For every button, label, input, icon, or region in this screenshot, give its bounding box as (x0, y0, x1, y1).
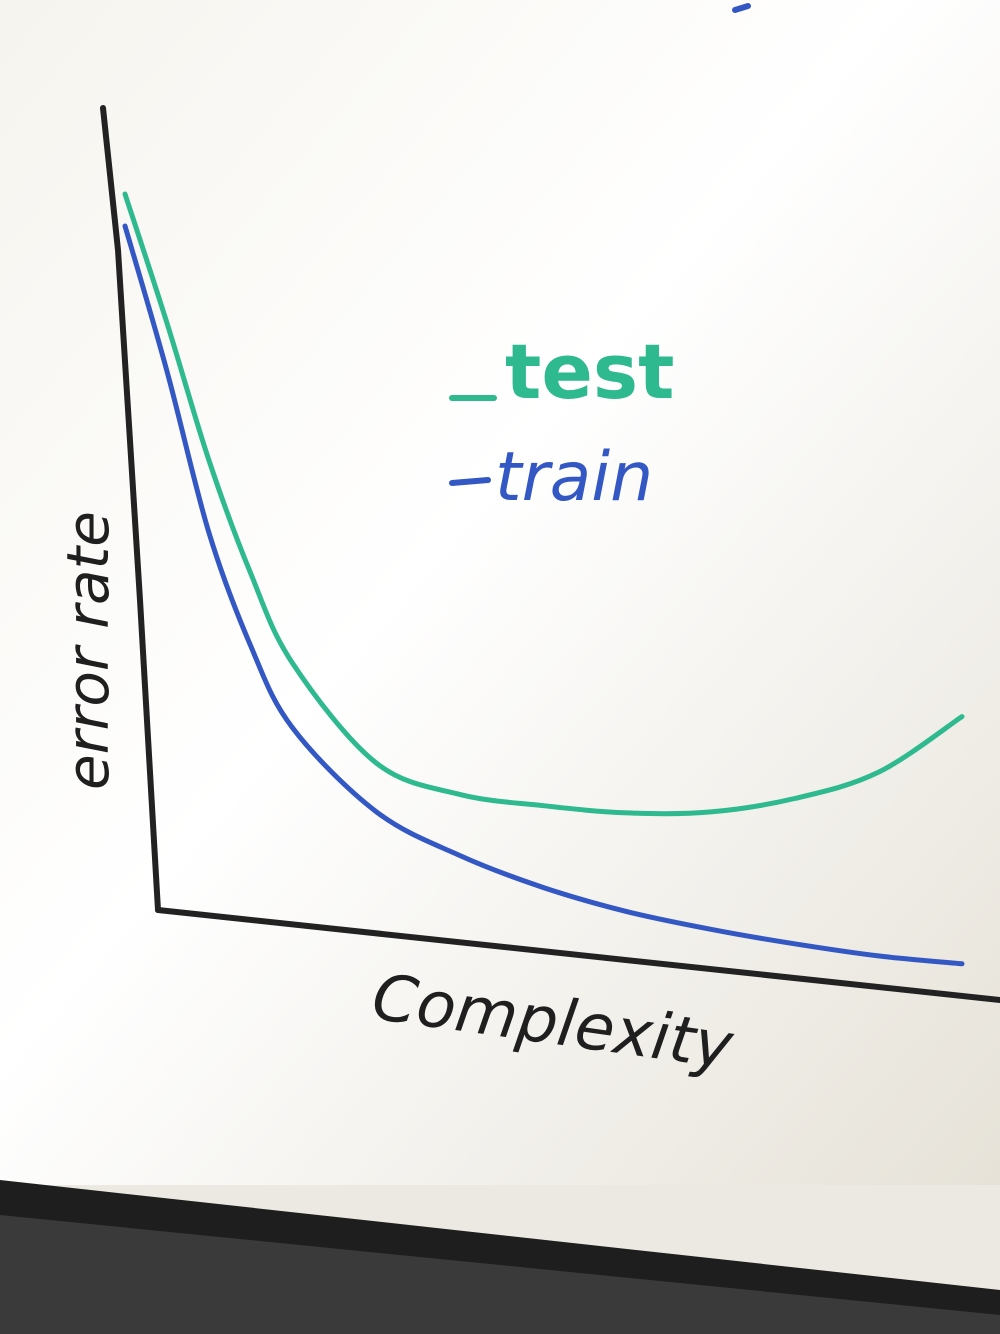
axes (100, 105, 1000, 1003)
series-layer (122, 191, 965, 967)
legend-label-test: test (505, 327, 674, 416)
y-axis-label: error rate (54, 511, 122, 790)
legend: test train (449, 327, 674, 517)
series-line-test (122, 191, 965, 817)
whiteboard-tray (0, 1215, 1000, 1334)
marker-dot (732, 3, 751, 13)
y-axis (100, 105, 161, 913)
whiteboard-surface (0, 0, 1000, 1185)
series-line-train (122, 223, 965, 967)
legend-label-train: train (495, 438, 653, 517)
legend-item-train: train (449, 438, 653, 517)
legend-item-test: test (449, 327, 674, 416)
x-axis (155, 907, 1000, 1003)
legend-swatch-train (449, 477, 491, 486)
